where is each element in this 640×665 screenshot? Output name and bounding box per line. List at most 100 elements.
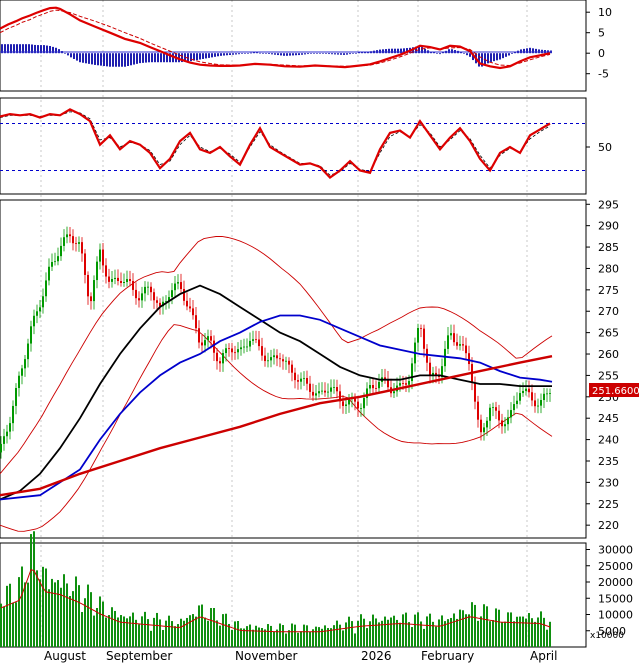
macd-hist-bar bbox=[94, 53, 96, 65]
volume-bar bbox=[270, 625, 272, 647]
candle-body bbox=[51, 262, 53, 267]
volume-bar bbox=[27, 582, 29, 647]
macd-hist-bar bbox=[154, 53, 156, 63]
volume-unit-label: x10000 bbox=[590, 631, 624, 641]
macd-hist-bar bbox=[490, 53, 492, 62]
candle-body bbox=[408, 381, 410, 385]
chart-gridlines bbox=[40, 0, 528, 647]
rsi-signal-line bbox=[0, 111, 551, 176]
candle-body bbox=[69, 234, 71, 237]
volume-bars bbox=[0, 531, 551, 647]
candle-body bbox=[9, 423, 11, 432]
macd-tick-label: 0 bbox=[598, 47, 605, 60]
volume-bar bbox=[429, 613, 431, 647]
volume-bar bbox=[342, 630, 344, 647]
volume-bar bbox=[198, 605, 200, 647]
candle-body bbox=[81, 242, 83, 254]
candle-body bbox=[63, 237, 65, 246]
macd-hist-bar bbox=[289, 53, 291, 56]
macd-hist-bar bbox=[406, 48, 408, 54]
volume-bar bbox=[330, 628, 332, 647]
volume-bar bbox=[195, 616, 197, 647]
volume-bar bbox=[399, 622, 401, 647]
candle-body bbox=[360, 408, 362, 410]
volume-bar bbox=[402, 614, 404, 647]
volume-bar bbox=[456, 618, 458, 647]
candle-body bbox=[72, 236, 74, 244]
candle-body bbox=[441, 366, 443, 378]
volume-bar bbox=[363, 618, 365, 647]
volume-bar bbox=[204, 617, 206, 647]
price-tick-label: 235 bbox=[598, 455, 619, 468]
volume-bar bbox=[297, 632, 299, 647]
macd-hist-bar bbox=[124, 53, 126, 67]
macd-hist-bar bbox=[520, 49, 522, 54]
candle-body bbox=[456, 342, 458, 346]
volume-bar bbox=[540, 611, 542, 647]
candle-body bbox=[537, 405, 539, 407]
candle-body bbox=[258, 339, 260, 347]
macd-hist-bar bbox=[241, 53, 243, 54]
macd-hist-bar bbox=[388, 48, 390, 54]
macd-hist-bar bbox=[163, 53, 165, 63]
macd-hist-bar bbox=[277, 53, 279, 56]
macd-hist-bar bbox=[10, 44, 12, 54]
candle-body bbox=[171, 290, 173, 298]
macd-hist-bar bbox=[205, 53, 207, 59]
macd-hist-bar bbox=[100, 53, 102, 66]
month-label: 2026 bbox=[361, 649, 392, 663]
candle-body bbox=[3, 436, 5, 444]
macd-hist-bar bbox=[325, 53, 327, 54]
candle-body bbox=[453, 333, 455, 343]
macd-hist-bar bbox=[301, 53, 303, 55]
macd-hist-bar bbox=[49, 45, 51, 54]
month-label: September bbox=[106, 649, 172, 663]
volume-bar bbox=[486, 606, 488, 647]
macd-hist-bar bbox=[532, 48, 534, 54]
macd-hist-bar bbox=[115, 53, 117, 67]
volume-bar bbox=[138, 624, 140, 647]
candle-body bbox=[270, 357, 272, 361]
volume-bar bbox=[33, 531, 35, 647]
volume-bar bbox=[258, 627, 260, 647]
volume-bar bbox=[75, 576, 77, 647]
candle-body bbox=[231, 348, 233, 353]
macd-hist-bar bbox=[448, 49, 450, 54]
macd-hist-bar bbox=[58, 49, 60, 54]
macd-hist-bar bbox=[79, 53, 81, 63]
macd-hist-bar bbox=[226, 53, 228, 56]
macd-hist-bar bbox=[346, 53, 348, 55]
candle-body bbox=[549, 393, 551, 394]
macd-hist-bar bbox=[340, 53, 342, 55]
volume-bar bbox=[96, 607, 98, 647]
candle-body bbox=[405, 383, 407, 385]
volume-bar bbox=[537, 617, 539, 647]
macd-hist-bar bbox=[7, 44, 9, 54]
macd-hist-bar bbox=[217, 53, 219, 57]
macd-hist-bar bbox=[478, 53, 480, 67]
candle-body bbox=[186, 300, 188, 307]
volume-bar bbox=[465, 614, 467, 647]
volume-bar bbox=[534, 621, 536, 647]
candle-body bbox=[36, 311, 38, 316]
volume-bar bbox=[249, 624, 251, 647]
candle-body bbox=[276, 355, 278, 359]
macd-hist-bar bbox=[106, 53, 108, 67]
volume-bar bbox=[6, 585, 8, 647]
volume-bar bbox=[525, 618, 527, 647]
volume-bar bbox=[276, 629, 278, 647]
macd-hist-bar bbox=[460, 51, 462, 54]
macd-hist-bar bbox=[403, 48, 405, 54]
macd-hist-bar bbox=[364, 51, 366, 54]
macd-hist-bar bbox=[442, 52, 444, 54]
volume-bar bbox=[432, 621, 434, 647]
volume-bar bbox=[72, 591, 74, 647]
macd-hist-bar bbox=[331, 53, 333, 55]
macd-hist-bar bbox=[172, 53, 174, 63]
macd-panel: 10 5 0 -5 bbox=[0, 0, 612, 92]
volume-bar bbox=[30, 534, 32, 647]
macd-hist-bar bbox=[169, 53, 171, 63]
volume-bar bbox=[15, 602, 17, 647]
candle-body bbox=[204, 340, 206, 346]
